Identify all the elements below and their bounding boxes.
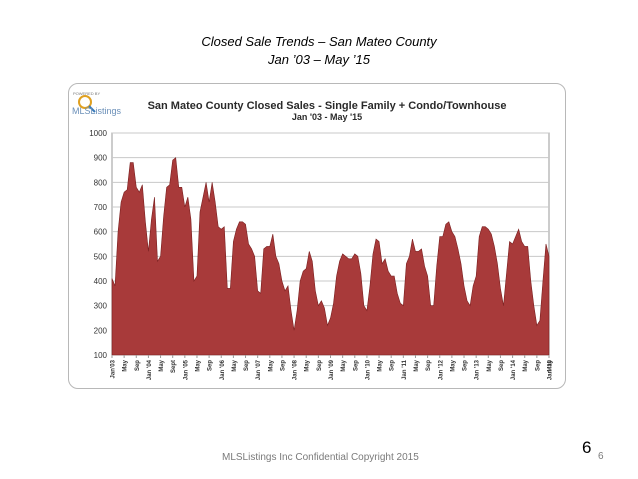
x-tick-label: Sep bbox=[535, 360, 541, 371]
x-tick-label: Jan '11 bbox=[402, 359, 408, 379]
x-tick-label: Sep bbox=[426, 360, 432, 371]
x-tick-label: Jan '10 bbox=[365, 359, 371, 380]
x-axis: Jan'03 May Sep Jan '04 May Sept Jan '05 May Sep J… bbox=[111, 355, 554, 380]
x-tick-label: Jan '06 bbox=[220, 359, 226, 380]
y-tick-label: 700 bbox=[94, 203, 108, 212]
y-tick-label: 400 bbox=[94, 277, 108, 286]
y-tick-label: 100 bbox=[94, 351, 108, 360]
x-tick-label: Jan '04 bbox=[147, 359, 153, 380]
x-tick-label: Jan '05 bbox=[183, 359, 189, 380]
x-tick-label: May bbox=[232, 359, 238, 371]
x-tick-label: Jan '12 bbox=[438, 359, 444, 380]
closed-sales-chart: POWERED BY MLSListings San Mateo County … bbox=[72, 91, 554, 380]
slide-title: Closed Sale Trends – San Mateo County bbox=[201, 34, 437, 49]
x-tick-label: May bbox=[123, 359, 129, 371]
x-tick-label: Sep bbox=[499, 360, 505, 371]
area-layer bbox=[111, 157, 550, 356]
y-tick-label: 200 bbox=[94, 326, 108, 335]
slide-subtitle: Jan ’03 – May ’15 bbox=[268, 52, 370, 67]
x-tick-label: May bbox=[487, 359, 493, 371]
x-tick-label: May bbox=[305, 359, 311, 371]
footer-copyright: MLSListings Inc Confidential Copyright 2… bbox=[222, 452, 419, 463]
y-tick-label: 900 bbox=[94, 154, 108, 163]
x-tick-label: May bbox=[341, 359, 347, 371]
x-tick-label: May bbox=[450, 359, 456, 371]
logo-name: MLSListings bbox=[72, 106, 122, 116]
x-tick-label: Jan'03 bbox=[111, 359, 117, 378]
x-tick-label: May bbox=[523, 359, 529, 371]
logo-magnifier-handle bbox=[88, 105, 96, 113]
y-tick-label: 600 bbox=[94, 228, 108, 237]
y-tick-label: 800 bbox=[94, 178, 108, 187]
x-tick-label: May bbox=[414, 359, 420, 371]
page-number-small: 6 bbox=[598, 451, 604, 462]
mlslistings-logo: POWERED BY MLSListings bbox=[72, 91, 122, 116]
x-tick-label: Sep bbox=[390, 360, 396, 371]
x-tick-label: Jan '07 bbox=[256, 359, 262, 380]
x-tick-label: Sep bbox=[208, 360, 214, 371]
x-tick-label: May bbox=[548, 359, 554, 371]
x-tick-label: Jan '08 bbox=[293, 359, 299, 380]
x-tick-label: May bbox=[268, 359, 274, 371]
y-axis: 100 200 300 400 500 600 700 800 900 1000 bbox=[89, 129, 107, 360]
chart-subtitle: Jan '03 - May '15 bbox=[292, 112, 362, 122]
y-tick-label: 300 bbox=[94, 302, 108, 311]
x-tick-label: Sep bbox=[317, 360, 323, 371]
x-tick-label: May bbox=[159, 359, 165, 371]
x-tick-label: Sep bbox=[353, 360, 359, 371]
x-tick-label: Jan '15 bbox=[548, 359, 554, 380]
page-number: 6 bbox=[582, 438, 592, 457]
logo-magnifier-icon bbox=[78, 95, 92, 109]
x-tick-label: Sept bbox=[171, 360, 177, 373]
x-tick-label: Sep bbox=[463, 360, 469, 371]
x-tick-label: May bbox=[378, 359, 384, 371]
x-tick-label: Sep bbox=[244, 360, 250, 371]
chart-title: San Mateo County Closed Sales - Single F… bbox=[148, 100, 507, 112]
chart-frame: POWERED BY MLSListings San Mateo County … bbox=[68, 83, 566, 389]
y-tick-label: 500 bbox=[94, 252, 108, 261]
y-tick-label: 1000 bbox=[89, 129, 107, 138]
x-tick-label: Jan '13 bbox=[475, 359, 481, 380]
x-tick-label: May bbox=[195, 359, 201, 371]
x-tick-label: Jan '14 bbox=[511, 359, 517, 380]
x-tick-label: Jan '09 bbox=[329, 359, 335, 380]
closed-sales-area bbox=[111, 157, 550, 356]
x-tick-label: Sep bbox=[280, 360, 286, 371]
logo-powered-by: POWERED BY bbox=[73, 91, 100, 96]
x-tick-label: Sep bbox=[135, 360, 141, 371]
